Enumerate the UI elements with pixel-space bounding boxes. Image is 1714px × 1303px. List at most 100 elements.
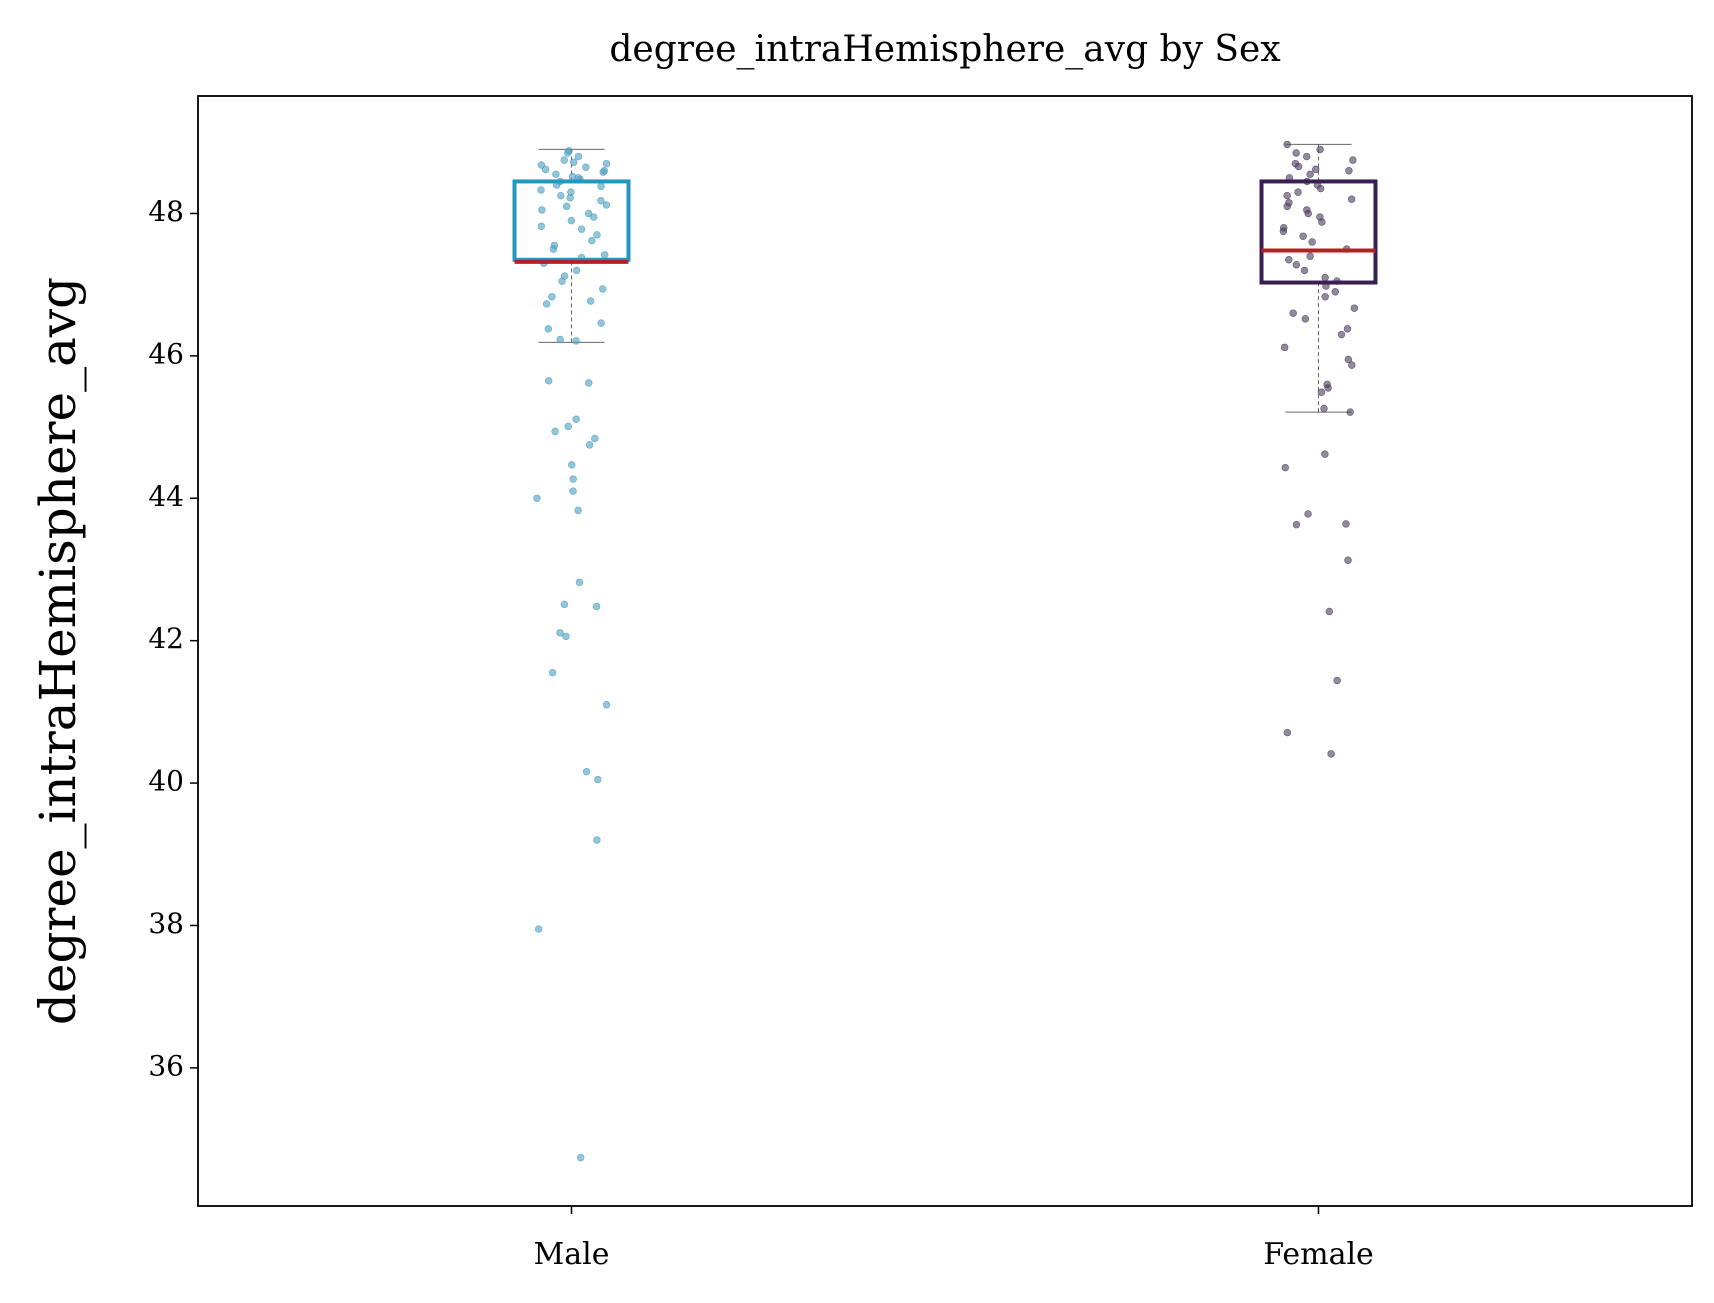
- y-axis-label: degree_intraHemisphere_avg: [29, 277, 87, 1025]
- data-point: [1299, 232, 1307, 240]
- data-point: [582, 767, 591, 776]
- data-point: [1320, 404, 1328, 413]
- data-point: [575, 578, 584, 586]
- box: [512, 179, 631, 262]
- data-point: [597, 319, 605, 327]
- data-point: [1285, 256, 1293, 264]
- data-point: [586, 297, 595, 305]
- data-point: [538, 206, 546, 214]
- data-point: [1349, 156, 1357, 164]
- data-point: [582, 163, 590, 171]
- box: [1259, 179, 1378, 285]
- data-point: [588, 236, 596, 245]
- data-point: [1316, 145, 1324, 154]
- data-point: [593, 231, 601, 239]
- data-point: [602, 159, 611, 168]
- data-point: [1316, 213, 1324, 221]
- data-point: [1291, 159, 1300, 168]
- data-point: [1292, 520, 1301, 529]
- data-point: [562, 632, 570, 641]
- data-point: [1304, 510, 1312, 518]
- data-point: [1294, 188, 1302, 196]
- data-point: [602, 201, 611, 209]
- data-point: [1285, 199, 1293, 207]
- data-point: [544, 377, 553, 385]
- data-point: [1342, 520, 1350, 528]
- data-point: [537, 186, 545, 194]
- data-point: [1347, 195, 1356, 203]
- data-point: [1301, 315, 1310, 323]
- data-point: [590, 213, 598, 221]
- data-point: [556, 629, 564, 637]
- y-tick-label: 36: [148, 1049, 184, 1082]
- data-point: [1292, 261, 1301, 269]
- data-point: [1281, 463, 1289, 472]
- data-point: [1344, 556, 1352, 564]
- data-point: [572, 337, 580, 345]
- data-point: [586, 441, 594, 449]
- y-tick-label: 38: [148, 907, 184, 940]
- data-point: [534, 925, 543, 933]
- data-point: [1343, 325, 1352, 333]
- data-point: [548, 669, 557, 677]
- data-point: [572, 415, 580, 423]
- data-point: [594, 775, 602, 784]
- data-point: [565, 147, 573, 155]
- data-point: [570, 158, 578, 166]
- data-point: [1306, 170, 1314, 179]
- y-tick-label: 48: [148, 195, 184, 228]
- data-point: [591, 434, 599, 443]
- axes-frame: [197, 95, 1693, 1207]
- data-point: [562, 202, 571, 211]
- data-point: [1283, 140, 1291, 149]
- data-point: [1321, 450, 1329, 458]
- x-tick-label: Male: [534, 1237, 610, 1272]
- data-point: [1280, 343, 1289, 352]
- x-tick-label: Female: [1263, 1237, 1374, 1272]
- data-point: [537, 222, 545, 230]
- data-point: [564, 422, 572, 431]
- data-point: [552, 170, 560, 179]
- data-point: [574, 152, 583, 161]
- data-point: [1331, 288, 1339, 296]
- data-point: [569, 475, 577, 483]
- data-point: [567, 188, 575, 196]
- data-point: [1303, 206, 1311, 214]
- data-point: [1321, 293, 1329, 301]
- data-point: [544, 325, 553, 333]
- data-point: [551, 427, 559, 436]
- y-tick-label: 46: [148, 337, 184, 370]
- data-point: [1346, 408, 1354, 416]
- data-point: [567, 216, 576, 225]
- data-point: [1344, 355, 1353, 364]
- data-point: [1312, 165, 1320, 174]
- data-point: [560, 272, 569, 280]
- data-point: [1325, 607, 1333, 616]
- data-point: [599, 285, 607, 293]
- data-point: [1283, 728, 1292, 737]
- data-point: [560, 156, 568, 164]
- y-tick-label: 40: [148, 765, 184, 798]
- data-point: [1348, 361, 1356, 369]
- data-point: [1308, 238, 1316, 246]
- data-point: [1321, 273, 1329, 282]
- data-point: [577, 1153, 585, 1162]
- data-point: [1333, 676, 1341, 685]
- chart-title: degree_intraHemisphere_avg by Sex: [609, 29, 1280, 70]
- data-point: [1323, 380, 1331, 389]
- data-point: [548, 293, 556, 301]
- data-point: [542, 300, 551, 308]
- data-point: [1292, 149, 1300, 157]
- data-point: [572, 266, 581, 275]
- data-point: [1337, 330, 1346, 339]
- data-point: [597, 182, 605, 191]
- data-point: [574, 506, 582, 515]
- y-tick-label: 44: [148, 480, 184, 513]
- data-point: [568, 172, 577, 181]
- data-point: [593, 836, 601, 844]
- data-point: [1283, 191, 1291, 200]
- data-point: [1303, 152, 1311, 161]
- data-point: [550, 241, 559, 250]
- data-point: [584, 209, 593, 218]
